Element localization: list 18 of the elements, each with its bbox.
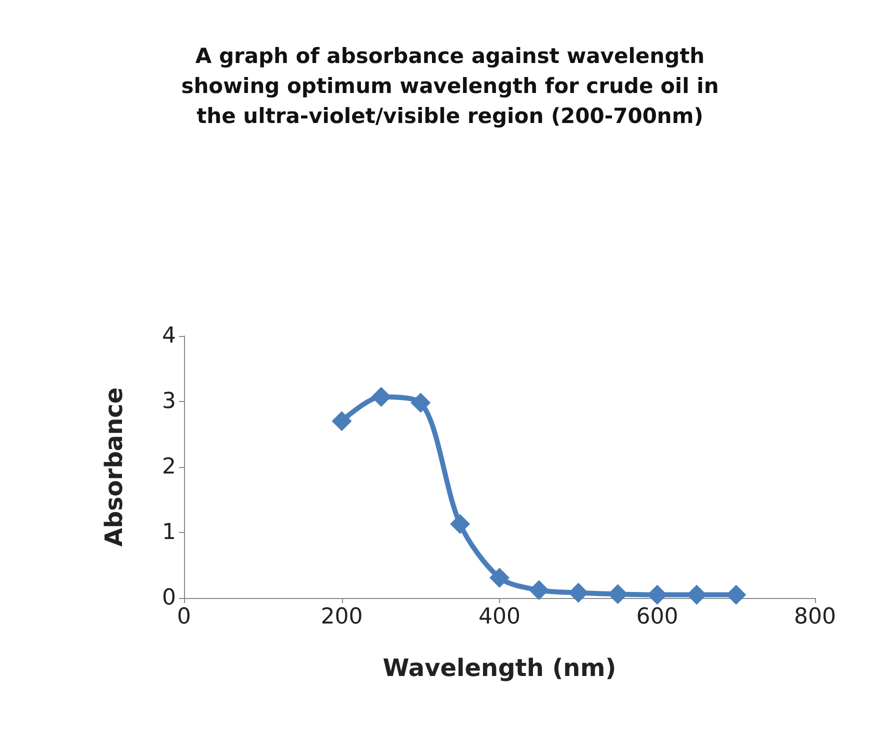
point <box>332 411 352 432</box>
y-tick-label: 3 <box>162 389 176 414</box>
chart-title: A graph of absorbance against wavelength showing optimum wavelength for crude oil in the ultra-violet/visible region (200-700nm) <box>181 44 719 128</box>
point <box>490 568 510 588</box>
x-tick-label: 400 <box>478 604 520 630</box>
y-tick-label: 2 <box>162 454 176 480</box>
point <box>410 392 431 413</box>
y-tick-label: 4 <box>162 324 176 348</box>
y-tick-label: 0 <box>162 586 176 610</box>
x-tick-label: 800 <box>794 604 836 630</box>
x-tick-label: 200 <box>320 604 363 630</box>
y-tick-label: 1 <box>162 520 176 545</box>
x-axis-title: Wavelength (nm) <box>382 654 616 682</box>
x-tick-label: 600 <box>636 604 678 630</box>
point <box>528 580 549 600</box>
y-axis-title: Absorbance <box>100 387 128 547</box>
point <box>450 514 470 534</box>
point <box>608 584 628 604</box>
